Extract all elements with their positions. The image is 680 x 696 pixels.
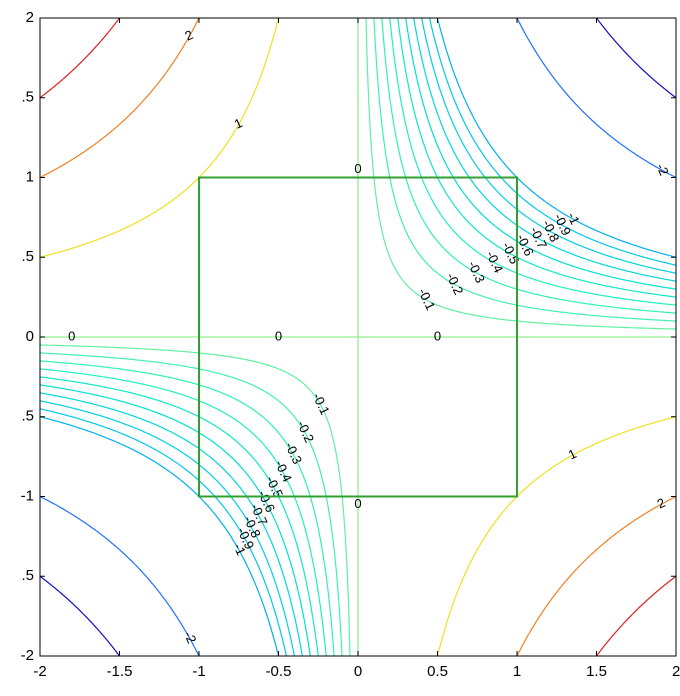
contour-label: 0 [354, 496, 361, 511]
x-tick-label: 2 [672, 663, 680, 680]
x-tick-label: -0.5 [266, 663, 292, 680]
x-tick-label: -1.5 [107, 663, 133, 680]
y-tick-label: 0 [26, 328, 34, 345]
contour-label: 0 [354, 161, 361, 176]
y-tick-label: 2 [26, 9, 34, 26]
y-tick-label: .5 [21, 89, 34, 106]
y-tick-label: .5 [21, 248, 34, 265]
contour-label: 0 [275, 328, 282, 343]
contour-label: 0 [68, 328, 75, 343]
y-tick-label: -2 [21, 647, 34, 664]
y-tick-label: .5 [21, 567, 34, 584]
x-tick-label: 1.5 [586, 663, 607, 680]
y-tick-label: -1 [21, 487, 34, 504]
x-tick-label: 0.5 [427, 663, 448, 680]
x-tick-label: 0 [354, 663, 362, 680]
x-tick-label: 1 [513, 663, 521, 680]
x-tick-label: -2 [33, 663, 46, 680]
y-tick-label: 1 [26, 168, 34, 185]
y-tick-label: .5 [21, 408, 34, 425]
contour-label: 0 [434, 328, 441, 343]
x-tick-label: -1 [192, 663, 205, 680]
